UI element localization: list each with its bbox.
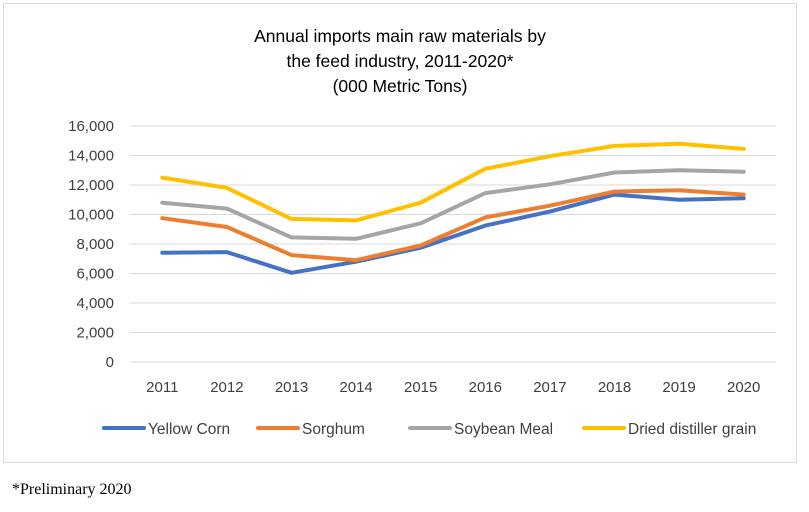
- y-tick-label: 10,000: [68, 207, 114, 224]
- x-tick-label: 2013: [275, 379, 308, 396]
- series-line-2: [160, 168, 746, 241]
- chart-area: [3, 3, 797, 463]
- legend-label: Sorghum: [302, 421, 365, 438]
- series-line-3: [160, 141, 746, 223]
- y-tick-label: 0: [106, 354, 114, 371]
- series-line-1: [160, 188, 746, 263]
- chart-title-line-2: the feed industry, 2011-2020*: [286, 51, 514, 71]
- x-tick-label: 2017: [533, 379, 566, 396]
- y-tick-label: 14,000: [68, 148, 114, 165]
- legend-label: Yellow Corn: [148, 421, 230, 438]
- chart-title-line-1: Annual imports main raw materials by: [254, 26, 546, 46]
- legend-label: Dried distiller grain: [628, 421, 756, 438]
- series-line-0: [160, 192, 746, 275]
- y-tick-label: 12,000: [68, 177, 114, 194]
- x-tick-label: 2018: [598, 379, 631, 396]
- y-tick-label: 16,000: [68, 118, 114, 135]
- x-tick-label: 2014: [339, 379, 372, 396]
- x-tick-label: 2012: [210, 379, 243, 396]
- y-tick-label: 4,000: [76, 295, 114, 312]
- x-tick-label: 2011: [146, 379, 178, 396]
- footnote: *Preliminary 2020: [12, 481, 132, 498]
- x-tick-label: 2016: [469, 379, 502, 396]
- x-tick-label: 2019: [662, 379, 695, 396]
- chart-title-line-3: (000 Metric Tons): [332, 76, 468, 96]
- y-tick-label: 6,000: [76, 266, 114, 283]
- y-tick-label: 8,000: [76, 236, 114, 253]
- x-tick-label: 2020: [727, 379, 760, 396]
- y-tick-label: 2,000: [76, 325, 114, 342]
- x-tick-label: 2015: [404, 379, 437, 396]
- legend-label: Soybean Meal: [454, 421, 553, 438]
